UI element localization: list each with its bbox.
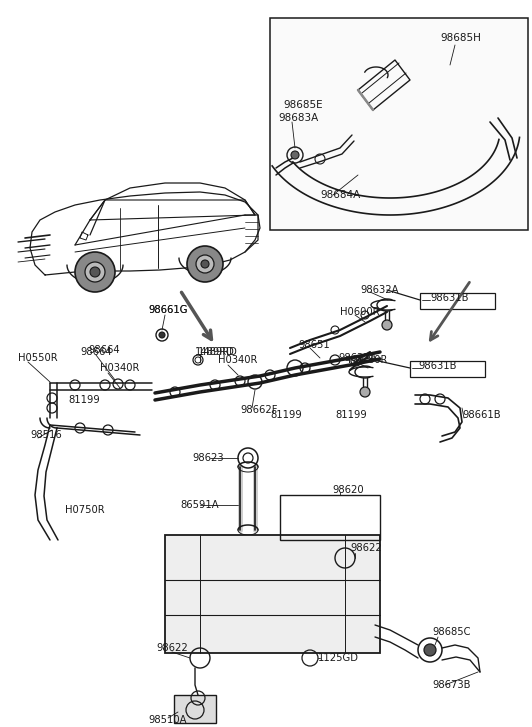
- Text: 98673B: 98673B: [432, 680, 470, 690]
- Text: 98684A: 98684A: [320, 190, 360, 200]
- Text: 1125GD: 1125GD: [318, 653, 359, 663]
- Text: 98661G: 98661G: [148, 305, 187, 315]
- Text: H0600R: H0600R: [340, 307, 379, 317]
- Text: 81199: 81199: [68, 395, 100, 405]
- Text: 98516: 98516: [30, 430, 62, 440]
- Text: 98631B: 98631B: [418, 361, 456, 371]
- Text: 86591A: 86591A: [180, 500, 219, 510]
- Circle shape: [424, 644, 436, 656]
- Text: 81199: 81199: [335, 410, 367, 420]
- Text: 98510A: 98510A: [148, 715, 187, 725]
- Text: 98622: 98622: [350, 543, 382, 553]
- Circle shape: [90, 267, 100, 277]
- Bar: [420, 293, 495, 309]
- Text: 98685E: 98685E: [283, 100, 322, 110]
- Bar: [410, 361, 485, 377]
- Text: H0550R: H0550R: [18, 353, 57, 363]
- Text: 98661B: 98661B: [462, 410, 501, 420]
- Text: 98685C: 98685C: [432, 627, 470, 637]
- Text: H0340R: H0340R: [218, 355, 257, 365]
- Bar: [174, 695, 216, 723]
- Text: 98622: 98622: [156, 643, 188, 653]
- Text: 81199: 81199: [270, 410, 302, 420]
- Circle shape: [159, 332, 165, 338]
- Text: 1489RD: 1489RD: [198, 347, 238, 357]
- Text: 98664: 98664: [80, 347, 112, 357]
- Text: H0340R: H0340R: [100, 363, 139, 373]
- Text: H0750R: H0750R: [65, 505, 105, 515]
- Circle shape: [201, 260, 209, 268]
- Text: 98662F: 98662F: [240, 405, 278, 415]
- Text: 98664: 98664: [88, 345, 120, 355]
- Circle shape: [382, 320, 392, 330]
- Text: 98632A: 98632A: [360, 285, 398, 295]
- Bar: [270, 18, 528, 230]
- Text: 98632A: 98632A: [338, 353, 377, 363]
- Text: 1489RD: 1489RD: [195, 347, 235, 357]
- Text: 98661G: 98661G: [148, 305, 187, 315]
- Bar: [165, 535, 380, 653]
- Circle shape: [291, 151, 299, 159]
- Circle shape: [85, 262, 105, 282]
- Text: H0080R: H0080R: [348, 355, 387, 365]
- Circle shape: [187, 246, 223, 282]
- Circle shape: [360, 387, 370, 397]
- Text: 98620: 98620: [332, 485, 364, 495]
- Text: 98685H: 98685H: [440, 33, 481, 43]
- Bar: [280, 495, 380, 540]
- Text: 98631B: 98631B: [430, 293, 469, 303]
- Circle shape: [75, 252, 115, 292]
- Text: 98683A: 98683A: [278, 113, 318, 123]
- Text: 98623: 98623: [192, 453, 223, 463]
- Text: 98651: 98651: [298, 340, 330, 350]
- Circle shape: [196, 255, 214, 273]
